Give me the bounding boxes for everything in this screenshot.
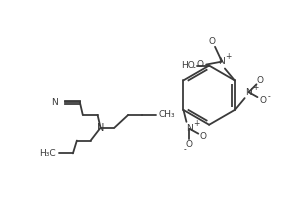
Text: -: - [193,63,196,72]
Text: O: O [197,60,204,69]
Text: CH₃: CH₃ [158,111,175,119]
Text: +: + [226,52,232,61]
Text: N: N [51,98,58,107]
Text: -: - [184,145,187,154]
Text: N: N [97,123,104,133]
Text: O: O [260,96,267,104]
Text: N: N [186,124,193,133]
Text: +: + [252,83,259,92]
Text: O: O [186,140,193,149]
Text: H₃C: H₃C [39,149,56,158]
Text: O: O [200,132,207,141]
Text: N: N [245,88,252,97]
Text: N: N [219,57,225,66]
Text: +: + [193,119,200,128]
Text: HO: HO [182,61,195,70]
Text: O: O [257,76,264,85]
Text: O: O [209,37,215,46]
Text: -: - [268,92,271,101]
